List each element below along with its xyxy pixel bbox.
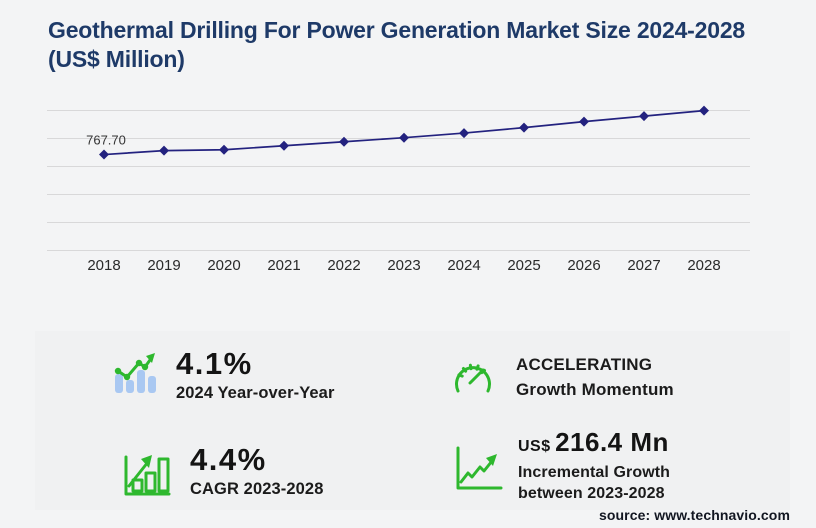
- line-growth-icon: [456, 446, 503, 490]
- svg-text:2028: 2028: [687, 257, 720, 274]
- cagr-label: CAGR 2023-2028: [190, 480, 324, 499]
- svg-text:2024: 2024: [447, 257, 480, 274]
- svg-text:767.70: 767.70: [86, 133, 126, 148]
- svg-text:2019: 2019: [147, 257, 180, 274]
- cagr-value: 4.4%: [190, 442, 267, 477]
- momentum-label: Growth Momentum: [516, 380, 674, 399]
- momentum-status: ACCELERATING: [516, 355, 653, 374]
- yoy-label: 2024 Year-over-Year: [176, 384, 335, 403]
- svg-text:2020: 2020: [207, 257, 240, 274]
- stat-incremental: US$ 216.4 Mn Incremental Growth between …: [450, 427, 670, 504]
- source-attribution: source: www.technavio.com: [598, 507, 790, 523]
- bar-growth-icon: [124, 455, 171, 496]
- incremental-currency: US$: [518, 438, 551, 455]
- yoy-value: 4.1%: [176, 346, 253, 381]
- stats-panel: [35, 331, 790, 510]
- bars-trend-icon: [114, 353, 156, 393]
- speedometer-icon: [455, 363, 491, 393]
- svg-text:2025: 2025: [507, 257, 540, 274]
- incremental-label-line1: Incremental Growth: [518, 464, 671, 481]
- incremental-label-line2: between 2023-2028: [518, 485, 665, 502]
- stat-cagr: 4.4% CAGR 2023-2028: [118, 442, 324, 499]
- svg-text:2023: 2023: [387, 257, 420, 274]
- svg-text:2027: 2027: [627, 257, 660, 274]
- stat-momentum: ACCELERATING Growth Momentum: [448, 352, 674, 402]
- page-title: Geothermal Drilling For Power Generation…: [48, 17, 746, 73]
- svg-text:2022: 2022: [327, 257, 360, 274]
- incremental-value: 216.4 Mn: [555, 427, 669, 457]
- stat-yoy: 4.1% 2024 Year-over-Year: [112, 346, 335, 403]
- line-chart-svg: 767.70 2018 2019 2020 2021 2022 2023 2024 2025 20…: [47, 105, 750, 274]
- svg-text:2021: 2021: [267, 257, 300, 274]
- market-line-chart: 767.70 2018 2019 2020 2021 2022 2023 2024 2025 20…: [0, 95, 816, 275]
- svg-text:2018: 2018: [87, 257, 120, 274]
- svg-text:2026: 2026: [567, 257, 600, 274]
